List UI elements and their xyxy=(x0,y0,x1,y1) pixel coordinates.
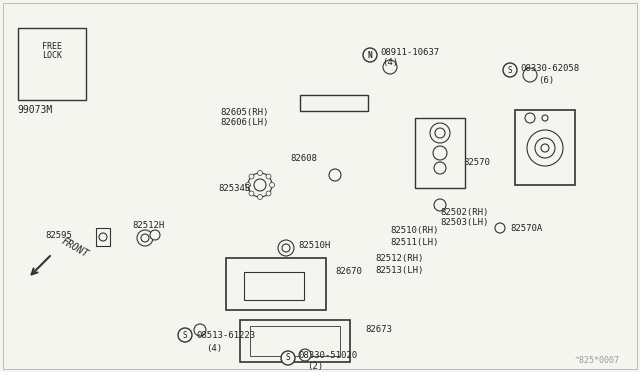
Circle shape xyxy=(434,199,446,211)
Circle shape xyxy=(299,349,311,361)
Circle shape xyxy=(523,68,537,82)
Circle shape xyxy=(266,191,271,196)
Circle shape xyxy=(525,113,535,123)
Circle shape xyxy=(535,138,555,158)
Bar xyxy=(244,272,304,300)
Text: ^825*0007: ^825*0007 xyxy=(575,356,620,365)
Circle shape xyxy=(363,48,377,62)
Circle shape xyxy=(266,174,271,179)
Bar xyxy=(250,326,340,356)
Text: (2): (2) xyxy=(307,362,323,371)
Text: 82570: 82570 xyxy=(463,157,490,167)
Bar xyxy=(18,28,86,100)
Text: (6): (6) xyxy=(538,76,554,84)
Circle shape xyxy=(278,240,294,256)
Circle shape xyxy=(435,128,445,138)
Text: 82608: 82608 xyxy=(290,154,317,163)
Text: LOCK: LOCK xyxy=(42,51,62,60)
Circle shape xyxy=(541,144,549,152)
Circle shape xyxy=(194,324,206,336)
Circle shape xyxy=(383,60,397,74)
Circle shape xyxy=(542,115,548,121)
Text: (4): (4) xyxy=(206,343,222,353)
Text: 82511(LH): 82511(LH) xyxy=(390,237,438,247)
Circle shape xyxy=(150,230,160,240)
Circle shape xyxy=(254,179,266,191)
Text: 08330-51020: 08330-51020 xyxy=(298,352,357,360)
Circle shape xyxy=(527,130,563,166)
Text: N: N xyxy=(368,51,372,60)
Bar xyxy=(515,110,575,185)
Bar xyxy=(415,118,465,188)
Circle shape xyxy=(257,170,262,176)
Bar xyxy=(240,320,350,362)
Text: 82570A: 82570A xyxy=(510,224,542,232)
Text: 82513(LH): 82513(LH) xyxy=(375,266,424,275)
Text: 82510H: 82510H xyxy=(298,241,330,250)
Circle shape xyxy=(433,146,447,160)
Circle shape xyxy=(99,233,107,241)
Text: 99073M: 99073M xyxy=(17,105,52,115)
Text: 82502(RH): 82502(RH) xyxy=(440,208,488,217)
Circle shape xyxy=(141,234,149,242)
Circle shape xyxy=(248,173,272,197)
Circle shape xyxy=(246,183,250,187)
Circle shape xyxy=(503,63,517,77)
Text: (4): (4) xyxy=(382,58,398,67)
Text: 82605(RH): 82605(RH) xyxy=(220,108,268,116)
Circle shape xyxy=(430,123,450,143)
Circle shape xyxy=(249,174,254,179)
Bar xyxy=(300,95,368,111)
Text: 82606(LH): 82606(LH) xyxy=(220,118,268,126)
Text: S: S xyxy=(285,353,291,362)
Text: 82512(RH): 82512(RH) xyxy=(375,253,424,263)
Text: 82595: 82595 xyxy=(45,231,72,240)
Circle shape xyxy=(178,328,192,342)
Text: 08911-10637: 08911-10637 xyxy=(380,48,439,57)
Text: 82673: 82673 xyxy=(365,326,392,334)
Circle shape xyxy=(269,183,275,187)
Circle shape xyxy=(137,230,153,246)
Bar xyxy=(226,258,326,310)
Circle shape xyxy=(281,351,295,365)
Circle shape xyxy=(434,162,446,174)
Text: 82512H: 82512H xyxy=(132,221,164,230)
Text: S: S xyxy=(182,330,188,340)
Text: 08513-61223: 08513-61223 xyxy=(196,330,255,340)
Text: FREE: FREE xyxy=(42,42,62,51)
Text: 08330-62058: 08330-62058 xyxy=(520,64,579,73)
Text: S: S xyxy=(508,65,512,74)
Text: FRONT: FRONT xyxy=(60,236,90,260)
Bar xyxy=(96,228,110,246)
Text: 82670: 82670 xyxy=(335,267,362,276)
Circle shape xyxy=(257,195,262,199)
Circle shape xyxy=(249,191,254,196)
Text: 82534B: 82534B xyxy=(218,183,250,192)
Text: 82510(RH): 82510(RH) xyxy=(390,225,438,234)
Circle shape xyxy=(329,169,341,181)
Text: 82503(LH): 82503(LH) xyxy=(440,218,488,227)
Circle shape xyxy=(495,223,505,233)
Circle shape xyxy=(282,244,290,252)
